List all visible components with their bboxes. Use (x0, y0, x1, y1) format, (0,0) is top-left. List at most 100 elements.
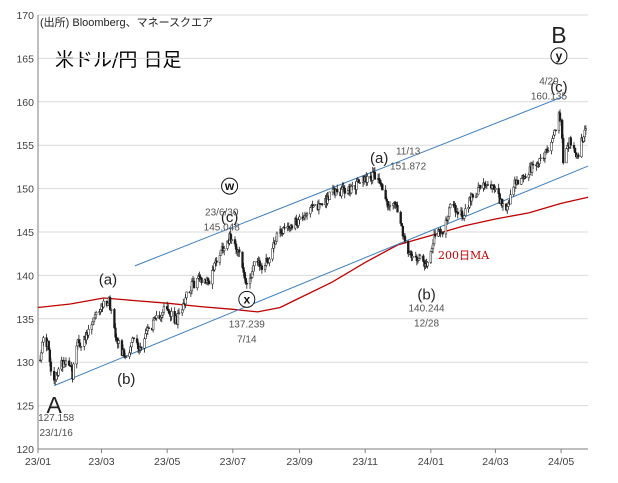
candle-body (106, 302, 110, 306)
price-annotation-line: 160.135 (531, 92, 568, 103)
candle-body (290, 225, 294, 229)
candle-body (471, 194, 474, 198)
candle-body (177, 312, 181, 315)
candle-body (91, 321, 95, 325)
candle-body (248, 277, 252, 285)
candle-body (355, 181, 358, 190)
candle-body (379, 179, 382, 184)
candle-body (401, 225, 405, 237)
price-series (39, 109, 587, 385)
candle-body (384, 189, 387, 200)
candle-body (125, 356, 128, 358)
candle-body (328, 191, 331, 200)
candle-body (385, 198, 388, 202)
x-tick-label: 23/05 (154, 456, 180, 468)
candle-body (274, 241, 278, 245)
y-tick-label: 170 (16, 10, 34, 22)
candle-body (185, 291, 188, 299)
candle-body (140, 346, 143, 349)
candle-body (114, 327, 117, 338)
candle-body (102, 300, 105, 308)
circled-label-ring (238, 290, 256, 308)
candle-body (122, 349, 126, 357)
candle-body (434, 234, 437, 237)
wave-label: (a) (99, 272, 117, 289)
candle-body (253, 261, 256, 267)
candle-body (475, 193, 479, 197)
price-annotation-line: 145.048 (204, 223, 241, 234)
x-tick-label: 23/03 (88, 456, 114, 468)
candle-body (506, 206, 509, 211)
candle-body (189, 290, 192, 294)
candle-body (388, 205, 392, 207)
candle-body (238, 249, 241, 253)
candle-body (94, 312, 98, 315)
candle-body (280, 229, 283, 234)
price-annotation-line: 127.158 (38, 413, 75, 424)
candle-body (207, 280, 211, 285)
candle-body (243, 272, 246, 279)
price-annotation-line: 23/1/16 (39, 428, 73, 439)
wave-label: (c) (550, 79, 568, 96)
candle-body (509, 194, 512, 205)
candle-body (430, 248, 434, 252)
circled-label-text: y (556, 49, 563, 63)
candle-body (117, 340, 120, 344)
candle-body (234, 243, 238, 250)
candle-body (313, 203, 316, 206)
candle-body (396, 204, 399, 213)
candle-body (501, 203, 505, 207)
channel-line-upper (134, 96, 564, 267)
candle-body (426, 262, 429, 267)
candle-body (206, 277, 210, 282)
candle-body (90, 324, 93, 330)
candle-body (565, 148, 568, 164)
y-tick-label: 125 (16, 401, 34, 413)
candle-body (57, 368, 60, 376)
x-tick-label: 24/03 (482, 456, 508, 468)
price-annotation-line: 140.244 (408, 303, 445, 314)
candle-body (144, 333, 147, 340)
y-tick-label: 145 (16, 227, 34, 239)
candle-body (320, 203, 324, 205)
candle-body (241, 251, 244, 268)
candle-body (551, 138, 554, 143)
candle-body (79, 346, 83, 348)
candle-body (99, 309, 102, 312)
candle-body (463, 215, 466, 219)
candle-body (135, 338, 139, 343)
candle-body (190, 281, 194, 292)
candle-body (170, 311, 173, 317)
candle-body (550, 141, 553, 151)
x-tick-label: 24/05 (548, 456, 574, 468)
candle-body (155, 315, 158, 319)
candle-body (577, 154, 580, 158)
candle-body (403, 236, 407, 242)
candle-body (211, 269, 214, 285)
candle-body (108, 297, 112, 310)
candle-body (42, 337, 45, 343)
candle-body (331, 189, 335, 193)
candle-body (48, 349, 51, 363)
candle-body (531, 164, 535, 166)
candle-body (411, 256, 414, 259)
candle-body (230, 239, 233, 241)
candle-body (407, 240, 410, 255)
candle-body (524, 176, 527, 178)
candle-body (49, 361, 53, 372)
candle-body (283, 227, 286, 229)
candle-body (92, 317, 96, 323)
candle-body (143, 338, 146, 349)
candle-body (520, 178, 523, 185)
candle-body (399, 211, 402, 224)
candle-body (456, 211, 459, 215)
x-tick-label: 24/01 (418, 456, 444, 468)
candle-body (40, 352, 43, 361)
candle-body (68, 360, 71, 366)
x-tick-label: 23/11 (352, 456, 378, 468)
price-annotation-line: 4/29 (539, 77, 559, 88)
candle-body (340, 188, 343, 197)
y-tick-label: 150 (16, 184, 34, 196)
candle-body (309, 207, 312, 215)
